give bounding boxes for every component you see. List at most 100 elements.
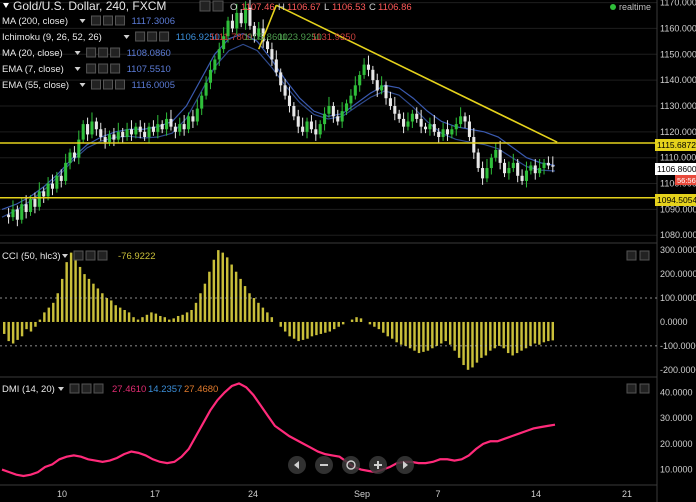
indicator-value: 1105.8600 (244, 32, 288, 43)
time-tick-label: 7 (435, 489, 440, 499)
indicator-close-icon[interactable] (115, 79, 125, 90)
indicator-settings-icon[interactable] (103, 79, 113, 90)
indicator-row: Ichimoku (9, 26, 52, 26) 1106.92501111.78… (2, 31, 356, 43)
indicator-close-icon[interactable] (110, 63, 121, 74)
dmi-tick-label: 10.0000 (660, 465, 693, 475)
indicator-value: 1106.9250 (176, 32, 220, 43)
indicator-menu-chevron-icon[interactable] (74, 51, 81, 55)
candle-body (151, 126, 155, 132)
cci-move-up-icon[interactable] (626, 250, 637, 261)
price-tick-label: 1140.0000 (660, 75, 696, 85)
indicator-menu-chevron-icon[interactable] (79, 83, 86, 87)
price-panel[interactable]: 1080.00001090.00001100.00001110.00001120… (0, 0, 696, 240)
indicator-label[interactable]: EMA (55, close) (2, 80, 69, 91)
candle-body (344, 103, 349, 112)
indicator-eye-icon[interactable] (91, 79, 101, 90)
dmi-close-icon[interactable] (93, 383, 104, 394)
indicator-settings-icon[interactable] (98, 63, 109, 74)
indicator-close-icon[interactable] (159, 31, 170, 42)
realtime-label: realtime (619, 2, 651, 12)
indicator-close-icon[interactable] (110, 47, 121, 58)
candle-body (546, 162, 550, 166)
cci-close-icon[interactable] (97, 250, 108, 261)
indicator-eye-icon[interactable] (86, 47, 97, 58)
price-tick-label: 1170.0000 (660, 0, 696, 8)
candle-body (529, 165, 533, 171)
reset-view-button[interactable] (342, 456, 360, 474)
candle-body (340, 111, 344, 122)
candle-body (103, 137, 107, 143)
zoom-in-button[interactable] (369, 456, 387, 474)
indicator-label[interactable]: MA (200, close) (2, 16, 68, 27)
eye-icon[interactable] (199, 0, 211, 12)
candle-body (472, 137, 476, 153)
indicator-settings-icon[interactable] (98, 47, 109, 58)
cci-move-down-icon[interactable] (639, 250, 650, 261)
indicator-eye-icon[interactable] (86, 63, 97, 74)
candle-body (287, 95, 292, 106)
indicator-close-icon[interactable] (115, 15, 125, 26)
scroll-right-button[interactable] (396, 456, 414, 474)
candle-body (305, 121, 309, 132)
cci-eye-icon[interactable] (73, 250, 84, 261)
settings-icon[interactable] (212, 0, 224, 12)
candle-body (323, 113, 327, 125)
dmi-label[interactable]: DMI (14, 20) (2, 384, 55, 395)
collapse-icon[interactable] (3, 3, 9, 8)
candle-body (375, 80, 379, 91)
indicator-eye-icon[interactable] (135, 31, 146, 42)
indicator-settings-icon[interactable] (103, 15, 113, 26)
indicator-label[interactable]: EMA (7, close) (2, 64, 64, 75)
dmi-eye-icon[interactable] (69, 383, 80, 394)
candle-body (476, 152, 480, 169)
dmi-tick-label: 30.0000 (660, 413, 693, 423)
cci-menu-chevron-icon[interactable] (62, 254, 68, 258)
indicator-label[interactable]: Ichimoku (9, 26, 52, 26) (2, 32, 102, 43)
scroll-left-button[interactable] (288, 456, 306, 474)
time-tick-label: Sep (354, 489, 370, 499)
candle-body (384, 85, 388, 99)
cci-tick-label: -100.0000 (660, 341, 696, 351)
candle-body (366, 64, 371, 70)
symbol-title[interactable]: Gold/U.S. Dollar, 240, FXCM (13, 0, 166, 13)
cci-settings-icon[interactable] (85, 250, 96, 261)
candles (7, 0, 555, 227)
candle-body (107, 134, 112, 143)
candle-body (186, 116, 191, 130)
cci-panel[interactable]: 300.0000 200.0000 100.0000 0.0000 -100.0000 -… (0, 245, 696, 375)
candle-body (129, 129, 134, 135)
dmi-settings-icon[interactable] (81, 383, 92, 394)
candle-body (208, 69, 213, 83)
candle-body (445, 129, 450, 135)
indicator-label[interactable]: MA (20, close) (2, 48, 63, 59)
candle-body (371, 69, 375, 81)
reset-icon (346, 460, 356, 470)
indicator-menu-chevron-icon[interactable] (74, 67, 81, 71)
dmi-tick-label: 40.0000 (660, 387, 693, 397)
dmi-move-down-icon[interactable] (639, 383, 650, 394)
dmi-move-up-icon[interactable] (626, 383, 637, 394)
candle-body (441, 129, 445, 138)
candle-body (358, 74, 362, 86)
candle-body (156, 124, 160, 132)
indicator-settings-icon[interactable] (147, 31, 158, 42)
time-tick-label: 14 (531, 489, 541, 499)
dmi-panel[interactable]: 40.0000 30.0000 20.0000 10.0000 (1, 382, 693, 478)
candle-body (524, 170, 529, 181)
indicator-menu-chevron-icon[interactable] (123, 35, 130, 39)
dmi-menu-chevron-icon[interactable] (58, 387, 64, 391)
candle-body (90, 121, 94, 135)
indicator-menu-chevron-icon[interactable] (79, 19, 86, 23)
trendline-stub[interactable] (258, 4, 278, 50)
candle-body (318, 124, 322, 135)
zoom-out-button[interactable] (315, 456, 333, 474)
trendline[interactable] (275, 4, 558, 143)
cci-axis-ticks: 300.0000 200.0000 100.0000 0.0000 -100.0000 -… (660, 245, 696, 375)
indicator-value: 1131.9350 (312, 32, 356, 43)
chevron-right-icon (403, 461, 408, 469)
cci-label[interactable]: CCI (50, hlc3) (2, 251, 61, 262)
candle-body (331, 105, 335, 117)
indicator-eye-icon[interactable] (91, 15, 101, 26)
candle-body (15, 209, 19, 220)
last-price: 1106.8600 (657, 164, 696, 174)
